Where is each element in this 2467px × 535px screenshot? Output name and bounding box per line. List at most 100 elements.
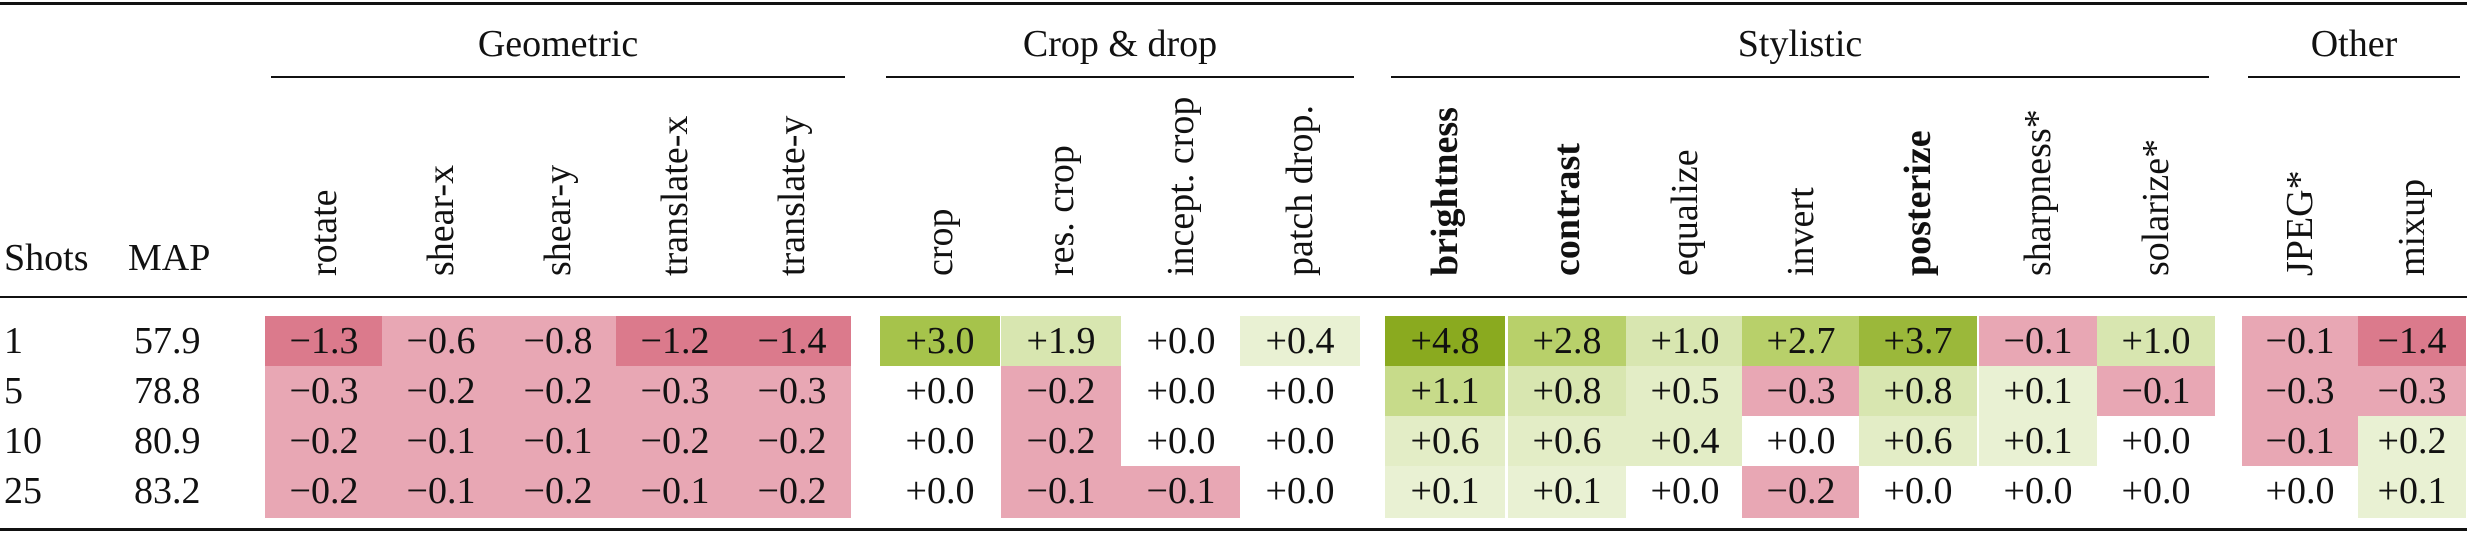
- map-value: 83.2: [134, 470, 201, 512]
- bottom-rule: [0, 528, 2467, 531]
- table-cell: −0.1: [1001, 466, 1121, 518]
- table-cell: +0.0: [1859, 466, 1977, 518]
- table-cell: −0.2: [733, 416, 851, 468]
- table-cell: +4.8: [1385, 316, 1505, 368]
- group-underline: [2248, 76, 2460, 78]
- table-cell: −0.1: [1979, 316, 2097, 368]
- table-cell: +0.0: [880, 366, 1000, 418]
- table-cell: −0.2: [616, 416, 734, 468]
- table-cell: +2.7: [1742, 316, 1860, 368]
- column-header: res. crop: [1040, 145, 1082, 276]
- top-rule: [0, 2, 2467, 5]
- table-cell: −0.3: [616, 366, 734, 418]
- shots-value: 5: [4, 370, 23, 412]
- table-cell: −0.1: [2242, 416, 2358, 468]
- table-cell: +0.1: [1979, 366, 2097, 418]
- table-cell: +0.0: [1121, 416, 1241, 468]
- table-cell: −1.4: [733, 316, 851, 368]
- column-header: invert: [1780, 187, 1822, 276]
- map-value: 57.9: [134, 320, 201, 362]
- table-cell: −1.2: [616, 316, 734, 368]
- group-header: Crop & drop: [1022, 23, 1218, 65]
- table-cell: +0.0: [1626, 466, 1744, 518]
- column-header: incept. crop: [1160, 96, 1202, 276]
- table-cell: +1.0: [2097, 316, 2215, 368]
- table-cell: −0.1: [382, 416, 500, 468]
- table-cell: +0.6: [1385, 416, 1505, 468]
- column-header: sharpness*: [2017, 109, 2059, 276]
- column-header: patch drop.: [1279, 105, 1321, 276]
- column-header: solarize*: [2135, 138, 2177, 276]
- shots-value: 25: [4, 470, 42, 512]
- map-value: 80.9: [134, 420, 201, 462]
- table-cell: +0.0: [2097, 466, 2215, 518]
- table-cell: −0.1: [616, 466, 734, 518]
- column-header: translate-y: [771, 115, 813, 276]
- table-cell: −0.1: [499, 416, 617, 468]
- table-cell: −0.3: [2242, 366, 2358, 418]
- column-header: crop: [919, 208, 961, 276]
- column-header: JPEG*: [2279, 170, 2321, 276]
- table-cell: +0.0: [1240, 416, 1360, 468]
- table-cell: −0.2: [265, 416, 383, 468]
- table-cell: +0.1: [1385, 466, 1505, 518]
- column-header: shear-y: [537, 164, 579, 276]
- table-cell: −0.3: [733, 366, 851, 418]
- group-underline: [271, 76, 845, 78]
- group-header: Other: [2310, 23, 2398, 65]
- table-cell: +0.0: [2097, 416, 2215, 468]
- table-cell: +0.6: [1859, 416, 1977, 468]
- table-cell: +0.5: [1626, 366, 1744, 418]
- group-underline: [1391, 76, 2209, 78]
- table-cell: +0.1: [1508, 466, 1626, 518]
- table-cell: +3.0: [880, 316, 1000, 368]
- table-cell: +0.0: [2242, 466, 2358, 518]
- table-cell: +0.0: [1742, 416, 1860, 468]
- table-cell: −0.2: [733, 466, 851, 518]
- table-cell: +0.8: [1859, 366, 1977, 418]
- table-cell: +0.8: [1508, 366, 1626, 418]
- table-cell: +0.2: [2358, 416, 2466, 468]
- table-cell: −0.8: [499, 316, 617, 368]
- table-cell: −0.2: [382, 366, 500, 418]
- table-cell: −0.2: [499, 366, 617, 418]
- table-cell: −0.2: [1742, 466, 1860, 518]
- table-cell: −0.1: [1121, 466, 1241, 518]
- shots-header: Shots: [4, 237, 89, 279]
- table-cell: −1.3: [265, 316, 383, 368]
- column-header: mixup: [2391, 178, 2433, 276]
- table-cell: +0.0: [1979, 466, 2097, 518]
- shots-value: 1: [4, 320, 23, 362]
- table-cell: +0.1: [2358, 466, 2466, 518]
- map-header: MAP: [128, 237, 211, 279]
- table-cell: +0.4: [1240, 316, 1360, 368]
- table-cell: −0.1: [2242, 316, 2358, 368]
- table-cell: +0.0: [1240, 466, 1360, 518]
- table-cell: +0.0: [880, 416, 1000, 468]
- table-cell: −0.2: [1001, 416, 1121, 468]
- table-cell: +0.0: [1121, 316, 1241, 368]
- table-cell: +0.1: [1979, 416, 2097, 468]
- table-cell: −0.3: [1742, 366, 1860, 418]
- table-cell: −0.1: [382, 466, 500, 518]
- table-cell: +1.0: [1626, 316, 1744, 368]
- table-cell: −0.2: [265, 466, 383, 518]
- group-header: Geometric: [477, 23, 639, 65]
- column-header: contrast: [1546, 143, 1588, 276]
- table-cell: +0.0: [1121, 366, 1241, 418]
- table-cell: −0.6: [382, 316, 500, 368]
- table-cell: +1.9: [1001, 316, 1121, 368]
- table-cell: +3.7: [1859, 316, 1977, 368]
- column-header: brightness: [1424, 107, 1466, 276]
- column-header: equalize: [1664, 149, 1706, 276]
- mid-rule: [0, 296, 2467, 298]
- table-cell: +0.4: [1626, 416, 1744, 468]
- column-header: shear-x: [420, 164, 462, 276]
- group-underline: [886, 76, 1354, 78]
- group-header: Stylistic: [1737, 23, 1863, 65]
- table-cell: −0.2: [499, 466, 617, 518]
- table-cell: +2.8: [1508, 316, 1626, 368]
- shots-value: 10: [4, 420, 42, 462]
- table-cell: +0.0: [1240, 366, 1360, 418]
- column-header: rotate: [303, 189, 345, 276]
